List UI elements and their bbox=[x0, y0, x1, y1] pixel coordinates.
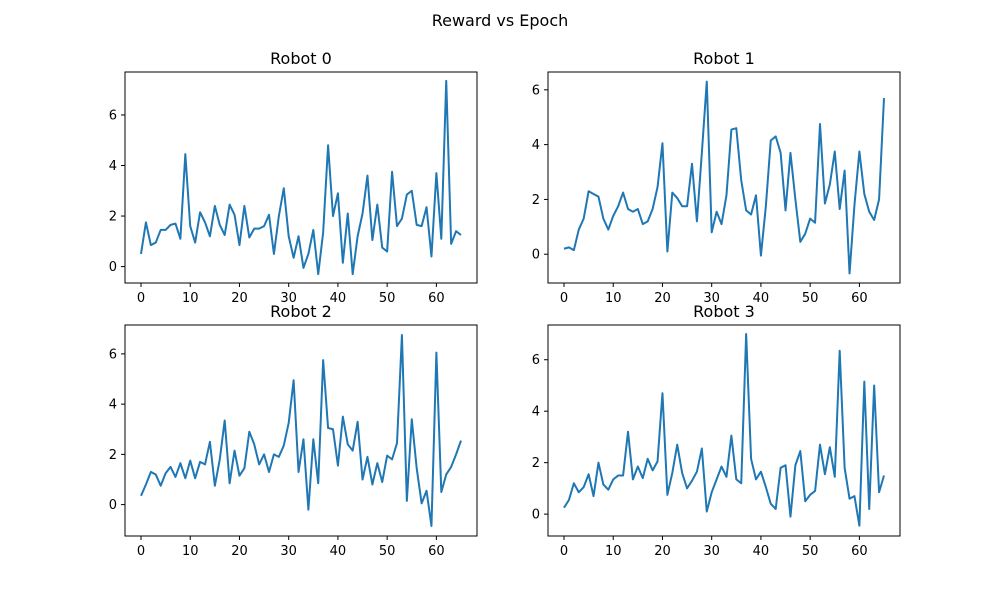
y-tick-label: 6 bbox=[109, 108, 117, 123]
y-tick-label: 4 bbox=[532, 405, 540, 420]
y-tick-label: 6 bbox=[109, 347, 117, 362]
x-tick-label: 0 bbox=[560, 291, 568, 306]
x-tick-label: 30 bbox=[703, 291, 720, 306]
x-tick-label: 40 bbox=[753, 291, 770, 306]
x-tick-label: 40 bbox=[330, 291, 347, 306]
x-tick-label: 10 bbox=[605, 544, 622, 559]
x-tick-label: 40 bbox=[753, 544, 770, 559]
x-tick-label: 50 bbox=[802, 544, 819, 559]
axes-frame bbox=[124, 71, 478, 284]
x-tick-label: 20 bbox=[654, 291, 671, 306]
subplot-title: Robot 1 bbox=[693, 49, 755, 68]
x-tick-label: 60 bbox=[851, 291, 868, 306]
x-tick-label: 10 bbox=[182, 291, 199, 306]
x-tick-label: 60 bbox=[851, 544, 868, 559]
axes-frame bbox=[547, 71, 901, 284]
subplot-robot-3: Robot 3 0 10 20 30 40 50 60 0 2 4 6 bbox=[532, 302, 901, 559]
x-tick-label: 0 bbox=[137, 544, 145, 559]
x-tick-label: 30 bbox=[280, 291, 297, 306]
x-tick-label: 50 bbox=[379, 544, 396, 559]
y-tick-label: 4 bbox=[109, 398, 117, 413]
y-tick-label: 0 bbox=[532, 248, 540, 263]
subplot-title: Robot 0 bbox=[270, 49, 332, 68]
subplot-title: Robot 2 bbox=[270, 302, 332, 321]
x-tick-label: 20 bbox=[654, 544, 671, 559]
y-tick-label: 6 bbox=[532, 83, 540, 98]
x-tick-label: 10 bbox=[605, 291, 622, 306]
x-tick-label: 50 bbox=[802, 291, 819, 306]
series-line bbox=[140, 79, 462, 276]
y-tick-label: 6 bbox=[532, 353, 540, 368]
x-tick-label: 60 bbox=[428, 544, 445, 559]
x-tick-label: 0 bbox=[137, 291, 145, 306]
x-tick-label: 0 bbox=[560, 544, 568, 559]
series-line bbox=[563, 333, 885, 527]
x-tick-label: 10 bbox=[182, 544, 199, 559]
subplot-robot-1: Robot 1 0 10 20 30 40 50 60 0 2 4 6 bbox=[532, 49, 901, 306]
series-line bbox=[563, 80, 885, 275]
x-tick-label: 40 bbox=[330, 544, 347, 559]
y-tick-label: 0 bbox=[109, 260, 117, 275]
axes-frame bbox=[547, 324, 901, 537]
y-tick-label: 2 bbox=[532, 193, 540, 208]
y-tick-label: 2 bbox=[109, 210, 117, 225]
subplot-robot-0: Robot 0 0 10 20 30 40 50 60 0 2 4 6 bbox=[109, 49, 478, 306]
y-tick-label: 2 bbox=[532, 456, 540, 471]
y-tick-label: 4 bbox=[532, 138, 540, 153]
x-tick-label: 60 bbox=[428, 291, 445, 306]
subplot-robot-2: Robot 2 0 10 20 30 40 50 60 0 2 4 6 bbox=[109, 302, 478, 559]
x-tick-label: 20 bbox=[231, 291, 248, 306]
y-tick-label: 4 bbox=[109, 159, 117, 174]
series-line bbox=[140, 334, 462, 527]
y-tick-label: 0 bbox=[109, 498, 117, 513]
y-tick-label: 2 bbox=[109, 448, 117, 463]
x-tick-label: 50 bbox=[379, 291, 396, 306]
axes-frame bbox=[124, 324, 478, 537]
x-tick-label: 30 bbox=[280, 544, 297, 559]
y-tick-label: 0 bbox=[532, 508, 540, 523]
subplot-title: Robot 3 bbox=[693, 302, 755, 321]
x-tick-label: 20 bbox=[231, 544, 248, 559]
figure-suptitle: Reward vs Epoch bbox=[432, 11, 569, 30]
x-tick-label: 30 bbox=[703, 544, 720, 559]
